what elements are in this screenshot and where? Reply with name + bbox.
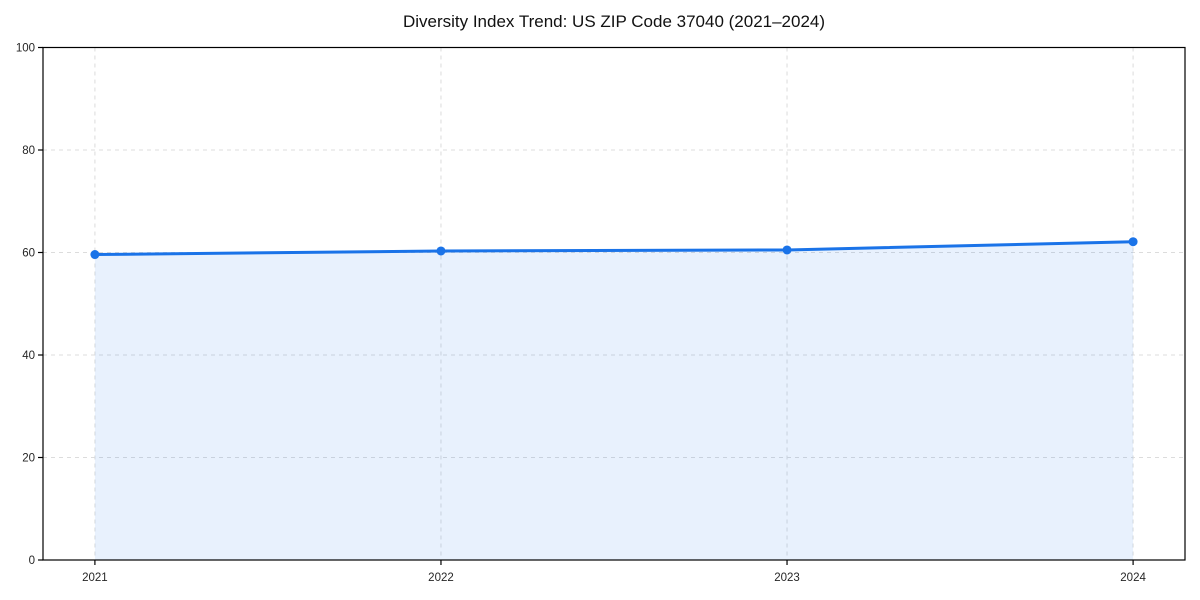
data-point-marker xyxy=(1128,237,1138,247)
data-point-marker xyxy=(90,250,100,260)
y-tick-label: 80 xyxy=(22,145,35,157)
data-point-marker xyxy=(782,245,792,255)
y-tick-label: 20 xyxy=(22,453,35,465)
data-point-marker xyxy=(436,246,446,256)
x-tick-label: 2024 xyxy=(1120,572,1146,584)
chart-title: Diversity Index Trend: US ZIP Code 37040… xyxy=(402,12,826,31)
y-tick-label: 100 xyxy=(16,43,35,55)
trend-line xyxy=(93,240,1135,257)
y-tick-label: 0 xyxy=(29,555,35,567)
x-tick-label: 2021 xyxy=(82,572,108,584)
plot-border xyxy=(42,46,1186,561)
x-tick-label: 2023 xyxy=(774,572,800,584)
area-fill xyxy=(94,241,1134,561)
x-tick-label: 2022 xyxy=(428,572,454,584)
y-tick-label: 60 xyxy=(22,248,35,260)
y-tick-label: 40 xyxy=(22,350,35,362)
